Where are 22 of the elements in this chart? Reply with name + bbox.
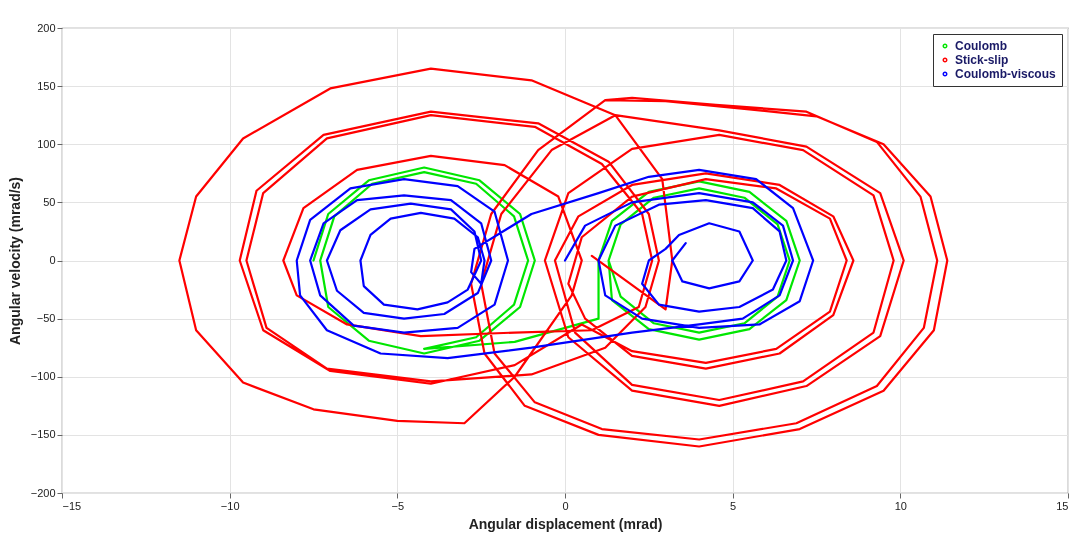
x-tick-label: 15 <box>1056 499 1069 512</box>
y-tick-label: 200 <box>37 21 56 34</box>
legend-label: Coulomb <box>955 39 1007 53</box>
x-tick-label: −15 <box>62 499 82 512</box>
y-tick-label: 0 <box>49 254 56 266</box>
legend-label: Stick-slip <box>955 53 1009 67</box>
y-tick-label: 150 <box>37 79 56 92</box>
y-tick-label: −100 <box>30 370 56 383</box>
x-tick-label: −10 <box>220 499 240 512</box>
legend-label: Coulomb-viscous <box>955 67 1056 81</box>
x-tick-label: 5 <box>730 499 737 512</box>
y-tick-label: 50 <box>43 195 56 208</box>
y-tick-label: −50 <box>36 312 56 325</box>
y-tick-label: 100 <box>37 137 56 150</box>
x-tick-label: −5 <box>391 499 405 512</box>
x-tick-label: 0 <box>562 499 569 512</box>
y-axis-title: Angular velocity (mrad/s) <box>6 176 23 346</box>
x-tick-label: 10 <box>894 499 907 512</box>
line-series <box>178 67 949 448</box>
y-tick-label: −200 <box>30 486 56 499</box>
x-axis-title: Angular displacement (mrad) <box>468 515 663 532</box>
y-tick-label: −150 <box>30 428 56 441</box>
